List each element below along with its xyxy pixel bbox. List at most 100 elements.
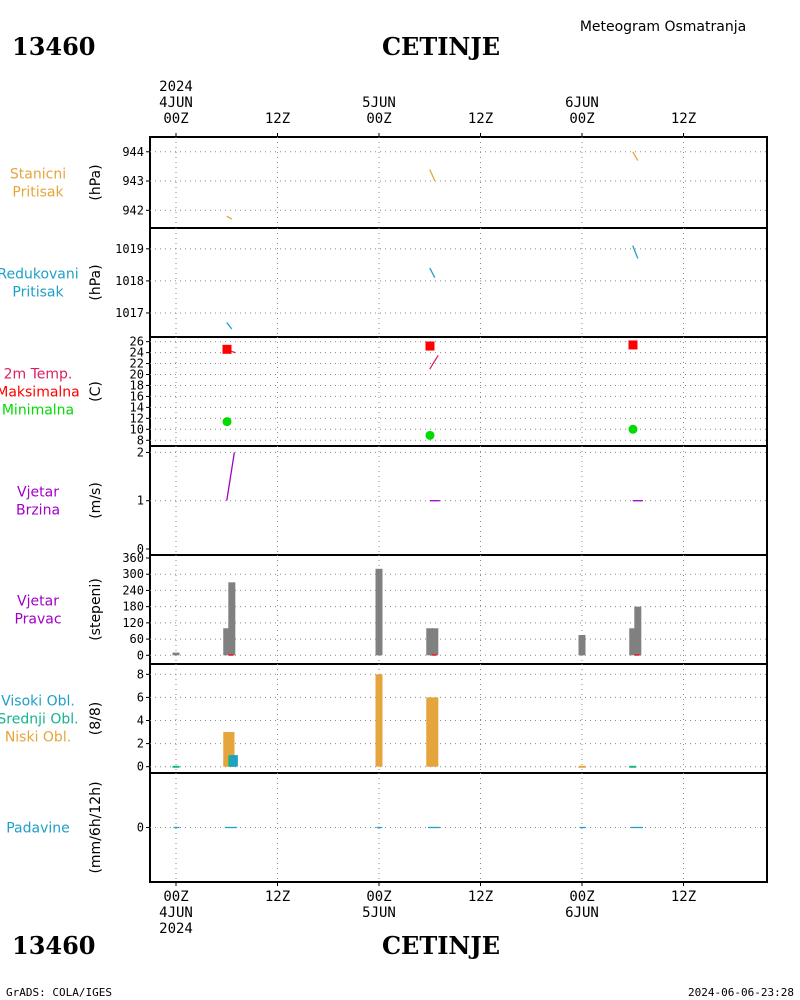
y-tick-label: 300: [122, 567, 144, 581]
series-line: [226, 215, 233, 220]
y-tick-label: 1018: [115, 274, 144, 288]
time-label-bottom: 12Z: [265, 889, 290, 905]
panel-label: Vjetar: [17, 485, 59, 501]
bar: [426, 628, 434, 656]
panel-brzina: 0 1 2 (m/s) Vjetar Brzina: [16, 445, 768, 556]
time-label-top: 00Z: [569, 111, 594, 127]
y-tick-label: 2: [137, 737, 144, 751]
bar: [172, 652, 180, 656]
time-axis-group: 20244JUN00Z00Z4JUN202412Z12Z5JUN00Z00Z5J…: [159, 79, 696, 937]
y-tick-label: 18: [130, 378, 144, 392]
unit-label: (m/s): [88, 482, 104, 519]
station-name-bottom: CETINJE: [382, 931, 500, 960]
series-line: [429, 267, 436, 278]
time-label-bottom: 5JUN: [362, 905, 396, 921]
panel-label: Pritisak: [12, 285, 64, 301]
y-tick-label: 942: [122, 203, 144, 217]
time-label-top: 4JUN: [159, 95, 193, 111]
station-id-bottom: 13460: [12, 931, 96, 960]
y-tick-label: 6: [137, 690, 144, 704]
panel-pravac: 0 60 120 180 240 300 360 (stepeni) Vjetar Pravac: [14, 551, 768, 665]
panel-label: Vjetar: [17, 594, 59, 610]
y-tick-label: 360: [122, 551, 144, 565]
series-line: [632, 245, 639, 259]
time-label-bottom: 00Z: [569, 889, 594, 905]
series-line: [226, 322, 233, 330]
unit-label: (mm/6h/12h): [88, 781, 104, 873]
unit-label: (C): [88, 381, 104, 402]
station-id-top: 13460: [12, 32, 96, 61]
panel-label: Brzina: [16, 503, 60, 519]
y-tick-label: 0: [137, 648, 144, 662]
bar: [578, 635, 586, 656]
bar: [228, 582, 236, 656]
panel-label: Srednji Obl.: [0, 712, 79, 728]
time-label-bottom: 00Z: [366, 889, 391, 905]
chart-title: Meteogram Osmatranja: [580, 19, 746, 35]
time-label-bottom: 2024: [159, 921, 193, 937]
y-tick-label: 16: [130, 389, 144, 403]
y-tick-label: 24: [130, 346, 144, 360]
bar: [227, 732, 235, 767]
series-line: [429, 354, 439, 370]
unit-label: (hPa): [88, 264, 104, 300]
panel-frame: [149, 445, 768, 556]
time-label-top: 00Z: [163, 111, 188, 127]
time-label-bottom: 00Z: [163, 889, 188, 905]
panel-frame: [149, 554, 768, 665]
panels-group: 942943944(hPa)StanicniPritisak1017101810…: [0, 136, 768, 883]
series-line: [429, 169, 436, 182]
panel-frame: [149, 336, 768, 447]
panel-label: 2m Temp.: [4, 367, 73, 383]
bar: [431, 697, 439, 767]
panel-padavine: 0 (mm/6h/12h) Padavine: [6, 772, 768, 883]
panel-label: Pravac: [14, 612, 61, 628]
unit-label: (hPa): [88, 164, 104, 200]
max-temp-marker: [222, 344, 232, 354]
series-line: [632, 151, 639, 161]
bar: [172, 765, 180, 768]
panel-label: Redukovani: [0, 267, 79, 283]
panel-stanicni: 942 943 944 (hPa) Stanicni Pritisak: [10, 136, 768, 229]
bar: [223, 628, 231, 656]
bar: [578, 765, 586, 768]
max-temp-marker: [425, 341, 435, 351]
unit-label: (stepeni): [88, 578, 104, 641]
bar: [629, 765, 637, 768]
time-label-top: 6JUN: [565, 95, 599, 111]
y-tick-label: 1017: [115, 306, 144, 320]
y-tick-label: 0: [137, 542, 144, 556]
min-temp-marker: [628, 424, 638, 434]
panel-label: Niski Obl.: [5, 730, 71, 746]
bar: [375, 674, 383, 767]
panel-label: Pritisak: [12, 185, 64, 201]
y-tick-label: 944: [122, 145, 144, 159]
y-tick-label: 0: [137, 821, 144, 835]
panel-frame: [149, 663, 768, 774]
bar: [426, 697, 434, 767]
station-name-top: CETINJE: [382, 32, 500, 61]
bar: [431, 628, 439, 656]
y-tick-label: 14: [130, 400, 144, 414]
y-tick-label: 8: [137, 433, 144, 447]
time-label-bottom: 12Z: [468, 889, 493, 905]
bar: [223, 732, 231, 767]
y-tick-label: 1019: [115, 242, 144, 256]
y-tick-label: 8: [137, 667, 144, 681]
min-temp-marker: [425, 430, 435, 440]
time-label-top: 5JUN: [362, 95, 396, 111]
panel-label: Stanicni: [10, 167, 66, 183]
panel-label: Padavine: [6, 821, 70, 837]
panel-redukovani: 1017 1018 1019 (hPa) Redukovani Pritisak: [0, 227, 768, 338]
time-label-bottom: 12Z: [671, 889, 696, 905]
bar: [230, 755, 238, 767]
y-tick-label: 10: [130, 422, 144, 436]
panel-frame: [149, 227, 768, 338]
min-temp-marker: [222, 417, 232, 427]
time-label-bottom: 4JUN: [159, 905, 193, 921]
panel-frame: [149, 136, 768, 229]
time-label-bottom: 6JUN: [565, 905, 599, 921]
time-label-top: 12Z: [468, 111, 493, 127]
